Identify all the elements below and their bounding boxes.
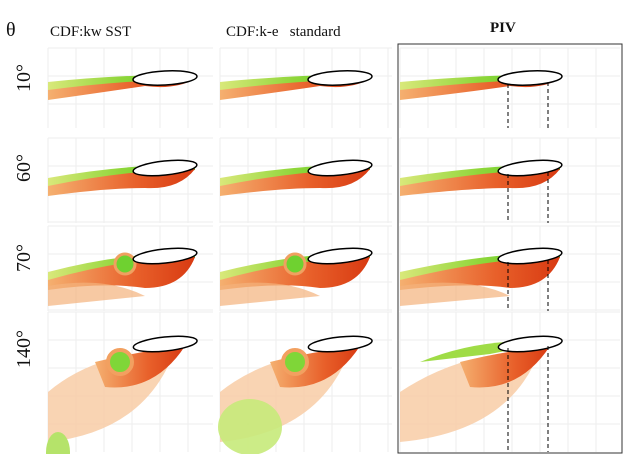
airfoil	[307, 335, 373, 353]
row-label: 10°	[13, 64, 35, 92]
vortex-green	[218, 399, 282, 454]
airfoil	[307, 247, 373, 265]
airfoil	[497, 247, 563, 265]
airfoil	[132, 247, 198, 265]
row-label: 70°	[13, 244, 35, 272]
wake-red	[270, 346, 360, 388]
wake-lower	[48, 282, 145, 306]
airfoil	[497, 335, 563, 353]
wake-red	[95, 346, 185, 388]
vortex	[283, 252, 307, 276]
vortex	[106, 348, 134, 376]
airfoil	[132, 159, 198, 177]
airfoil	[497, 159, 563, 177]
wake-lower	[220, 282, 320, 306]
column-title: CDF:k-e standard	[226, 24, 341, 40]
airfoil	[132, 70, 198, 86]
piv-frame	[397, 43, 623, 454]
wake-red	[460, 346, 550, 388]
column-title: PIV	[490, 20, 516, 36]
row-label: 140°	[13, 330, 35, 368]
theta-label: θ	[6, 19, 16, 41]
panels	[46, 47, 620, 454]
wake-red	[400, 257, 560, 290]
wake-lower	[400, 282, 510, 306]
airfoil	[132, 335, 198, 353]
column-title: CDF:kw SST	[50, 24, 131, 40]
vortex	[281, 348, 309, 376]
row-label: 60°	[13, 154, 35, 182]
airfoil	[307, 159, 373, 177]
vortex	[113, 252, 137, 276]
airfoil	[497, 70, 563, 86]
airfoil	[307, 70, 373, 86]
vortex-green	[46, 432, 70, 454]
